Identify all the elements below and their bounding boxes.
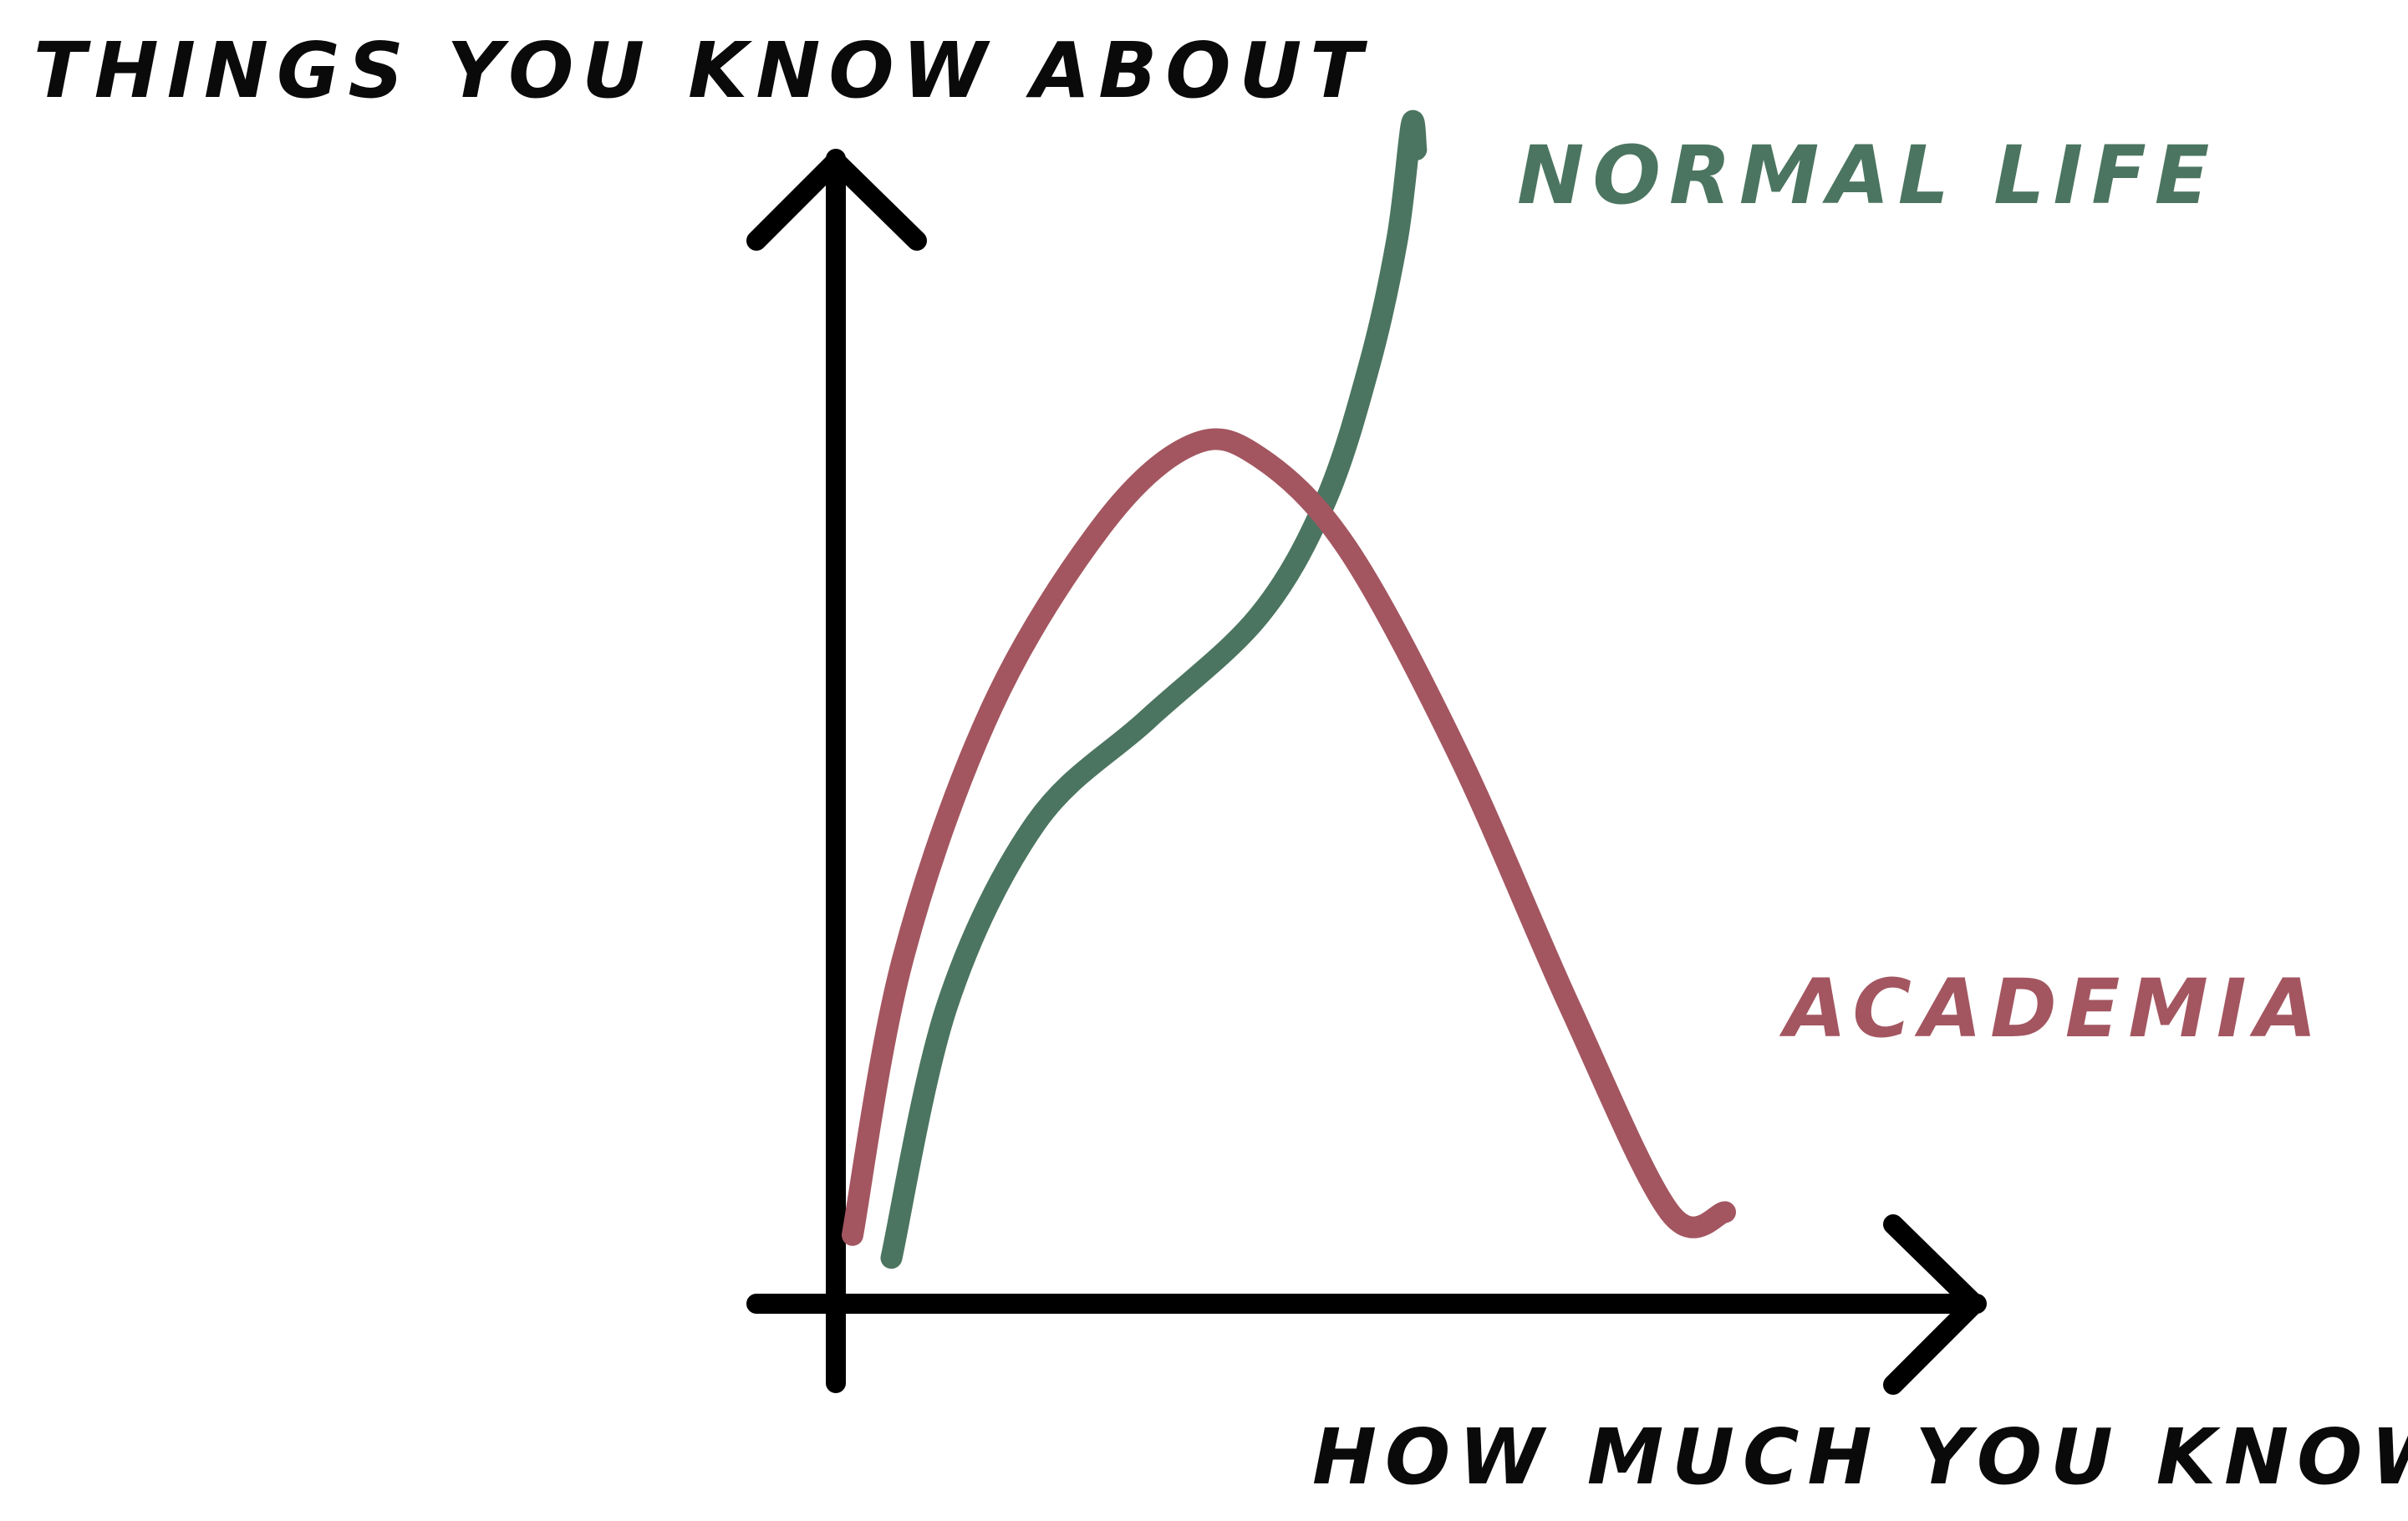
x-axis-label: HOW MUCH YOU KNOW xyxy=(1312,1412,2408,1502)
series-label-academia: ACADEMIA xyxy=(1779,962,2325,1056)
y-axis-label: THINGS YOU KNOW ABOUT xyxy=(33,26,1371,115)
series-label-normal-life: NORMAL LIFE xyxy=(1517,129,2217,222)
y-axis-arrowhead xyxy=(746,151,927,251)
series-line-normal-life xyxy=(880,109,1428,1269)
axes xyxy=(746,149,1987,1395)
series-line-academia xyxy=(842,428,1736,1246)
x-axis-arrowhead xyxy=(1883,1214,1984,1395)
series-layer: NORMAL LIFE ACADEMIA xyxy=(842,109,2325,1269)
